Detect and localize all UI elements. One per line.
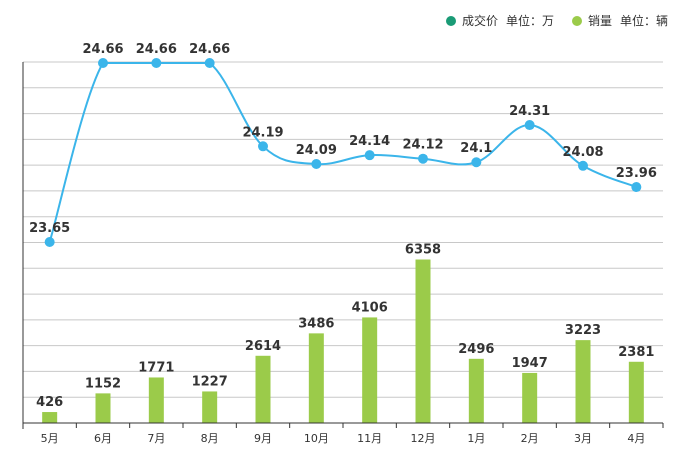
x-tick-label: 6月 [94,432,112,445]
price-label: 24.66 [189,42,230,57]
volume-label: 3223 [565,323,601,338]
volume-bar [308,333,324,423]
price-point [204,58,215,68]
legend-item-price[interactable]: 成交价 单位：万 [445,12,554,29]
x-tick-label: 8月 [201,432,219,445]
price-point [524,120,535,131]
price-label: 24.12 [402,138,443,153]
price-point [98,58,108,68]
price-label: 24.66 [82,42,123,57]
price-point [311,159,322,170]
price-label: 24.1 [460,141,492,156]
x-tick-label: 12月 [411,432,436,445]
volume-label: 2614 [245,339,281,354]
x-tick-label: 1月 [467,432,485,445]
price-legend-label: 成交价 [461,14,498,28]
price-label: 24.09 [296,143,337,158]
volume-bar [575,340,591,423]
volume-bars [42,259,644,423]
price-point [418,153,428,164]
data-labels: 426 1152 1771 1227 2614 3486 4106 6358 2496 1947 3… [29,42,657,410]
volume-label: 1227 [192,374,228,389]
price-line [48,62,637,243]
x-tick-label: 5月 [41,432,59,445]
price-point [151,58,162,68]
price-label: 24.14 [349,134,390,149]
price-point [44,237,55,247]
price-point [471,157,482,168]
volume-label: 426 [36,395,63,410]
x-tick-label: 11月 [357,432,382,445]
price-point [578,160,588,171]
volume-label: 4106 [352,300,388,315]
price-label: 24.31 [509,104,550,119]
price-point [631,182,642,193]
price-label: 23.96 [616,166,657,181]
x-tick-label: 3月 [574,432,592,445]
legend: 成交价 单位：万 销量 单位：辆 [428,12,668,29]
volume-legend-unit: 单位：辆 [619,14,668,28]
price-line-group [44,58,642,247]
price-label: 24.66 [136,42,177,57]
volume-legend-dot-icon [571,15,582,26]
price-point [364,150,375,161]
legend-item-volume[interactable]: 销量 单位：辆 [571,12,668,29]
volume-bar [628,361,644,423]
grid-lines [22,61,663,429]
x-tick-label: 9月 [254,432,272,445]
volume-legend-label: 销量 [587,14,612,28]
volume-bar [255,355,271,423]
volume-bar [468,358,484,423]
volume-bar [362,317,378,423]
volume-bar [148,377,164,423]
volume-label: 6358 [405,243,441,258]
price-label: 23.65 [29,221,70,236]
volume-bar [202,391,218,423]
price-legend-unit: 单位：万 [505,14,554,28]
volume-label: 3486 [298,316,334,331]
volume-label: 2496 [458,342,494,357]
volume-bar [42,412,58,423]
x-tick-label: 10月 [304,432,329,445]
x-tick-label: 2月 [521,432,539,445]
price-label: 24.08 [562,145,603,160]
volume-label: 1152 [85,376,121,391]
volume-bar [522,372,538,423]
x-axis: 5月 6月 7月 8月 9月 10月 11月 12月 1月 2月 3月 4月 [22,422,664,445]
price-label: 24.19 [242,125,283,140]
volume-bar [415,259,431,423]
volume-label: 1947 [512,356,548,371]
volume-label: 1771 [138,360,174,375]
x-tick-label: 4月 [627,432,645,445]
price-legend-dot-icon [445,15,456,26]
volume-bar [95,393,111,423]
x-tick-label: 7月 [147,432,165,445]
price-point [258,141,268,152]
volume-label: 2381 [618,345,654,360]
